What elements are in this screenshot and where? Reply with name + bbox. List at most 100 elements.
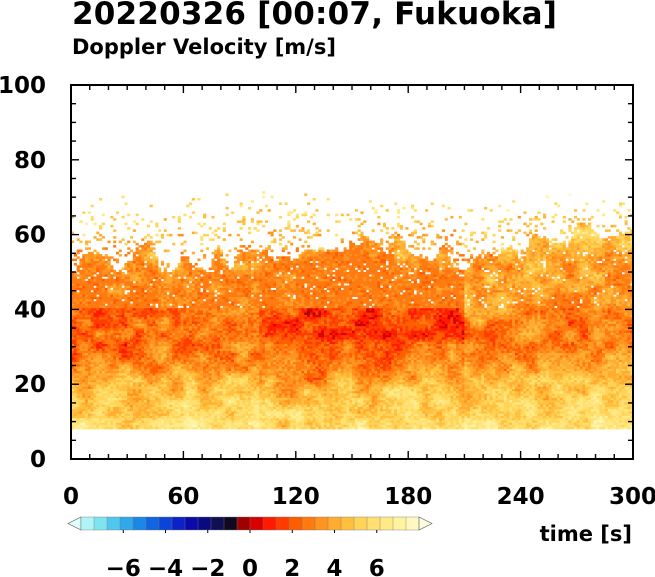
heatmap-cell — [203, 301, 207, 304]
heatmap-cell — [130, 361, 134, 365]
heatmap-cell — [96, 289, 100, 293]
heatmap-cell — [79, 346, 83, 349]
heatmap-cell — [231, 274, 235, 277]
heatmap-cell — [219, 399, 224, 403]
heatmap-cell — [115, 285, 120, 288]
heatmap-cell — [113, 348, 117, 351]
heatmap-cell — [149, 240, 153, 244]
heatmap-cell — [87, 330, 91, 333]
heatmap-cell — [242, 341, 246, 345]
heatmap-cell — [110, 390, 114, 394]
heatmap-cell — [115, 330, 120, 333]
heatmap-cell — [99, 339, 103, 342]
heatmap-cell — [107, 395, 111, 398]
heatmap-cell — [155, 265, 159, 268]
heatmap-cell — [101, 402, 106, 405]
heatmap-cell — [93, 321, 97, 324]
heatmap-cell — [130, 417, 134, 421]
heatmap-cell — [71, 319, 75, 322]
heatmap-cell — [73, 426, 77, 430]
heatmap-cell — [115, 406, 120, 410]
heatmap-cell — [96, 287, 100, 291]
heatmap-cell — [130, 426, 134, 430]
heatmap-cell — [101, 350, 106, 354]
heatmap-cell — [121, 330, 125, 333]
heatmap-cell — [144, 386, 148, 389]
heatmap-cell — [239, 375, 243, 378]
heatmap-cell — [99, 381, 103, 385]
heatmap-cell — [118, 393, 122, 396]
heatmap-cell — [121, 325, 125, 329]
heatmap-cell — [158, 287, 162, 291]
heatmap-cell — [214, 285, 218, 288]
heatmap-cell — [163, 341, 167, 345]
heatmap-cell — [225, 420, 229, 423]
heatmap-cell — [121, 267, 125, 271]
heatmap-cell — [172, 357, 176, 360]
heatmap-cell — [115, 370, 120, 374]
heatmap-cell — [132, 312, 136, 315]
heatmap-cell — [93, 296, 97, 300]
heatmap-cell — [228, 397, 232, 401]
heatmap-cell — [107, 323, 111, 327]
heatmap-cell — [183, 292, 187, 295]
heatmap-cell — [124, 202, 128, 205]
heatmap-cell — [177, 359, 181, 363]
heatmap-cell — [222, 292, 226, 295]
heatmap-cell — [85, 355, 89, 358]
heatmap-cell — [118, 298, 122, 302]
heatmap-cell — [144, 426, 148, 430]
heatmap-cell — [208, 296, 212, 300]
heatmap-cell — [228, 386, 232, 389]
heatmap-cell — [219, 287, 224, 291]
heatmap-cell — [99, 359, 103, 363]
heatmap-cell — [219, 294, 224, 297]
heatmap-cell — [118, 404, 122, 407]
heatmap-cell — [138, 274, 142, 277]
heatmap-cell — [71, 357, 75, 360]
heatmap-cell — [155, 296, 159, 300]
heatmap-cell — [82, 364, 86, 367]
heatmap-cell — [183, 375, 187, 378]
heatmap-cell — [169, 368, 173, 372]
heatmap-cell — [180, 426, 184, 430]
heatmap-cell — [135, 370, 139, 374]
heatmap-cell — [90, 310, 94, 313]
heatmap-cell — [113, 411, 117, 414]
heatmap-cell — [87, 388, 91, 392]
heatmap-cell — [197, 368, 201, 372]
heatmap-cell — [110, 310, 114, 313]
heatmap-cell — [174, 390, 179, 394]
heatmap-cell — [174, 388, 179, 392]
heatmap-cell — [189, 314, 193, 318]
heatmap-cell — [144, 296, 148, 300]
heatmap-cell — [160, 417, 165, 421]
heatmap-cell — [130, 294, 134, 297]
heatmap-cell — [236, 381, 240, 385]
heatmap-cell — [82, 211, 86, 214]
heatmap-cell — [107, 287, 111, 291]
heatmap-cell — [205, 415, 209, 419]
heatmap-cell — [197, 319, 201, 322]
heatmap-cell — [101, 316, 106, 320]
heatmap-cell — [217, 312, 221, 315]
heatmap-cell — [245, 413, 249, 416]
heatmap-cell — [250, 310, 254, 313]
heatmap-cell — [225, 319, 229, 322]
heatmap-cell — [239, 393, 243, 396]
heatmap-cell — [239, 312, 243, 315]
heatmap-cell — [90, 301, 94, 304]
heatmap-cell — [144, 404, 148, 407]
heatmap-cell — [166, 420, 170, 423]
heatmap-cell — [107, 278, 111, 282]
heatmap-cell — [71, 316, 75, 320]
heatmap-cell — [166, 323, 170, 327]
heatmap-cell — [197, 314, 201, 318]
heatmap-cell — [174, 285, 179, 288]
heatmap-cell — [104, 406, 108, 410]
heatmap-cell — [149, 204, 153, 208]
heatmap-cell — [239, 278, 243, 282]
heatmap-cell — [228, 294, 232, 297]
heatmap-cell — [183, 310, 187, 313]
heatmap-cell — [71, 406, 75, 410]
